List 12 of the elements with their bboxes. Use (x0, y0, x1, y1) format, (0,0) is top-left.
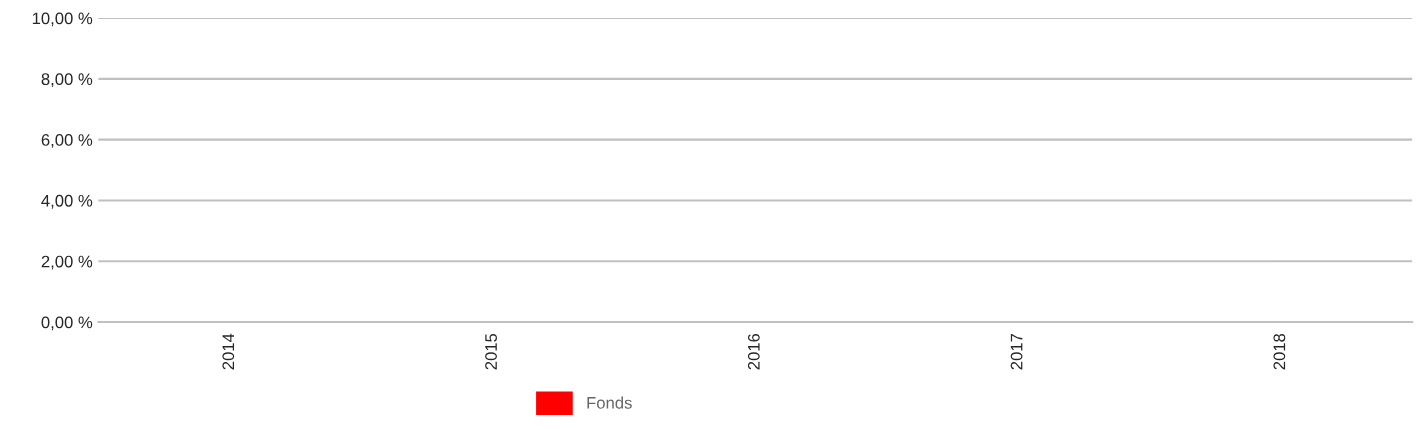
y-tick-label: 10,00 % (32, 12, 93, 27)
x-tick-label: 2014 (222, 333, 235, 370)
y-tick-label: 8,00 % (41, 73, 93, 88)
x-tick-label: 2016 (747, 333, 760, 370)
y-tick-label: 4,00 % (41, 194, 93, 209)
y-tick-label: 0,00 % (41, 316, 93, 331)
x-tick-label: 2018 (1273, 333, 1286, 370)
y-tick-label: 2,00 % (41, 255, 93, 270)
x-tick-label: 2017 (1010, 334, 1023, 370)
x-tick-label: 2015 (485, 333, 497, 370)
y-tick-label: 6,00 % (41, 134, 93, 148)
legend-label: Fonds (587, 396, 632, 409)
